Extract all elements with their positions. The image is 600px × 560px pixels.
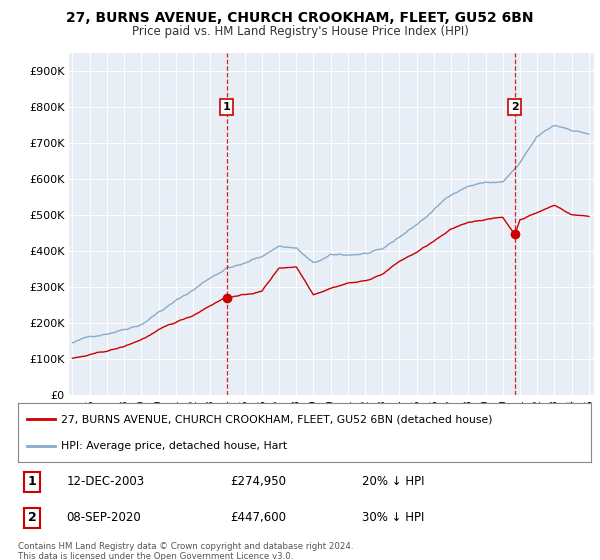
Text: 1: 1	[223, 102, 230, 112]
Text: 27, BURNS AVENUE, CHURCH CROOKHAM, FLEET, GU52 6BN: 27, BURNS AVENUE, CHURCH CROOKHAM, FLEET…	[66, 11, 534, 25]
Text: £447,600: £447,600	[230, 511, 286, 524]
Text: 2: 2	[28, 511, 37, 524]
Text: 12-DEC-2003: 12-DEC-2003	[67, 475, 145, 488]
Text: 08-SEP-2020: 08-SEP-2020	[67, 511, 142, 524]
Text: 20% ↓ HPI: 20% ↓ HPI	[362, 475, 424, 488]
Text: Price paid vs. HM Land Registry's House Price Index (HPI): Price paid vs. HM Land Registry's House …	[131, 25, 469, 38]
Text: 27, BURNS AVENUE, CHURCH CROOKHAM, FLEET, GU52 6BN (detached house): 27, BURNS AVENUE, CHURCH CROOKHAM, FLEET…	[61, 414, 493, 424]
Text: Contains HM Land Registry data © Crown copyright and database right 2024.
This d: Contains HM Land Registry data © Crown c…	[18, 542, 353, 560]
Text: HPI: Average price, detached house, Hart: HPI: Average price, detached house, Hart	[61, 441, 287, 451]
Text: £274,950: £274,950	[230, 475, 286, 488]
Text: 30% ↓ HPI: 30% ↓ HPI	[362, 511, 424, 524]
Text: 2: 2	[511, 102, 518, 112]
Text: 1: 1	[28, 475, 37, 488]
